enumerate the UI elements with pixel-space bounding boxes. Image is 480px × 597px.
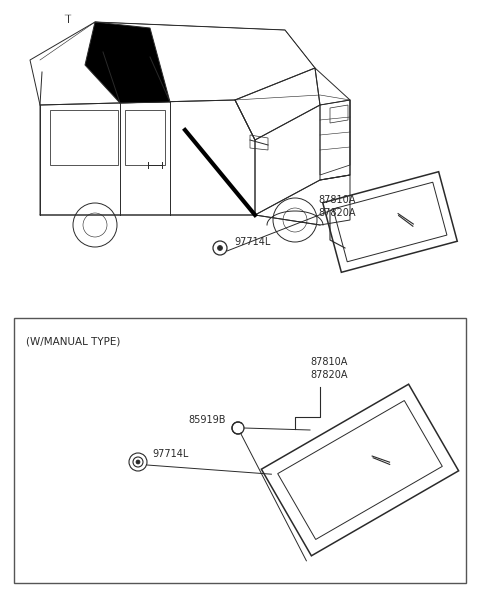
Text: 87810A
87820A: 87810A 87820A bbox=[318, 195, 356, 218]
Text: 85919B: 85919B bbox=[188, 415, 226, 425]
Text: 97714L: 97714L bbox=[234, 237, 270, 247]
Circle shape bbox=[136, 460, 140, 464]
Text: 97714L: 97714L bbox=[152, 449, 188, 459]
Circle shape bbox=[217, 245, 223, 251]
Text: (W/MANUAL TYPE): (W/MANUAL TYPE) bbox=[26, 336, 120, 346]
Text: 87810A
87820A: 87810A 87820A bbox=[310, 357, 348, 380]
Bar bbox=[14, 318, 466, 583]
Polygon shape bbox=[85, 22, 170, 103]
